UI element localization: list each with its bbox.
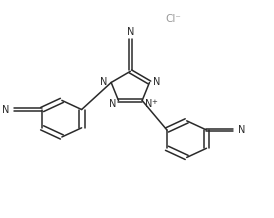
Text: +: + — [151, 99, 157, 105]
Text: N: N — [100, 77, 108, 87]
Text: N: N — [127, 27, 134, 37]
Text: N: N — [2, 105, 9, 114]
Text: Cl⁻: Cl⁻ — [165, 14, 181, 24]
Text: N: N — [238, 125, 246, 135]
Text: N: N — [145, 99, 153, 109]
Text: N: N — [109, 99, 117, 109]
Text: N: N — [153, 77, 160, 87]
